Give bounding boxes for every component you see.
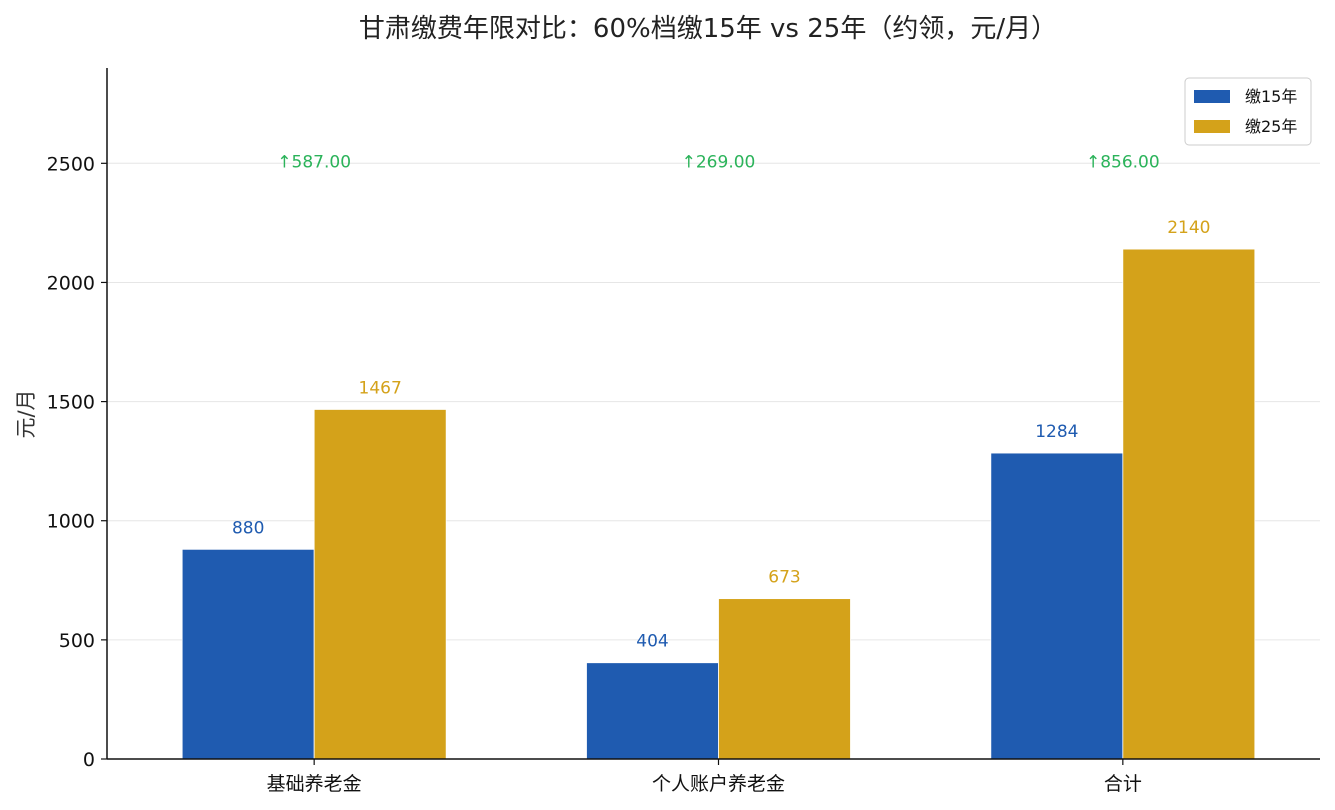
data-labels: 880 1467 404 673 1284 2140: [232, 218, 1211, 652]
y-tick-label: 1500: [47, 392, 95, 414]
bar-25yr: [1122, 248, 1256, 760]
data-label: 673: [768, 568, 800, 588]
increase-annotation: ↑856.00: [1086, 152, 1160, 172]
x-tick-label: 个人账户养老金: [652, 773, 785, 795]
bar-25yr: [313, 409, 447, 760]
x-tick-label: 合计: [1104, 773, 1142, 795]
data-label: 1467: [359, 378, 402, 398]
y-ticks: 0 500 1000 1500 2000 2500: [47, 153, 107, 771]
legend-label: 缴25年: [1245, 117, 1297, 136]
x-ticks: 基础养老金 个人账户养老金 合计: [267, 759, 1142, 795]
bar-15yr: [586, 662, 719, 760]
y-axis-label: 元/月: [14, 389, 38, 438]
axes: [106, 68, 1320, 760]
bar-15yr: [990, 452, 1124, 760]
bar-25yr: [718, 598, 851, 760]
increase-annotations: ↑587.00 ↑269.00 ↑856.00: [277, 152, 1159, 172]
chart-title: 甘肃缴费年限对比：60%档缴15年 vs 25年（约领，元/月）: [359, 14, 1057, 44]
data-label: 404: [636, 632, 668, 652]
y-tick-label: 1000: [47, 511, 95, 533]
legend-swatch: [1194, 120, 1230, 133]
bar-15yr: [181, 548, 315, 760]
y-tick-label: 0: [83, 749, 95, 771]
increase-annotation: ↑269.00: [682, 152, 756, 172]
data-label: 880: [232, 518, 264, 538]
y-tick-label: 500: [59, 630, 95, 652]
y-tick-label: 2500: [47, 153, 95, 175]
data-label: 1284: [1035, 422, 1078, 442]
data-label: 2140: [1167, 218, 1210, 238]
bars-group: [181, 248, 1256, 760]
legend-label: 缴15年: [1245, 87, 1297, 106]
y-tick-label: 2000: [47, 272, 95, 294]
x-tick-label: 基础养老金: [267, 773, 362, 795]
legend-swatch: [1194, 90, 1230, 103]
increase-annotation: ↑587.00: [277, 152, 351, 172]
